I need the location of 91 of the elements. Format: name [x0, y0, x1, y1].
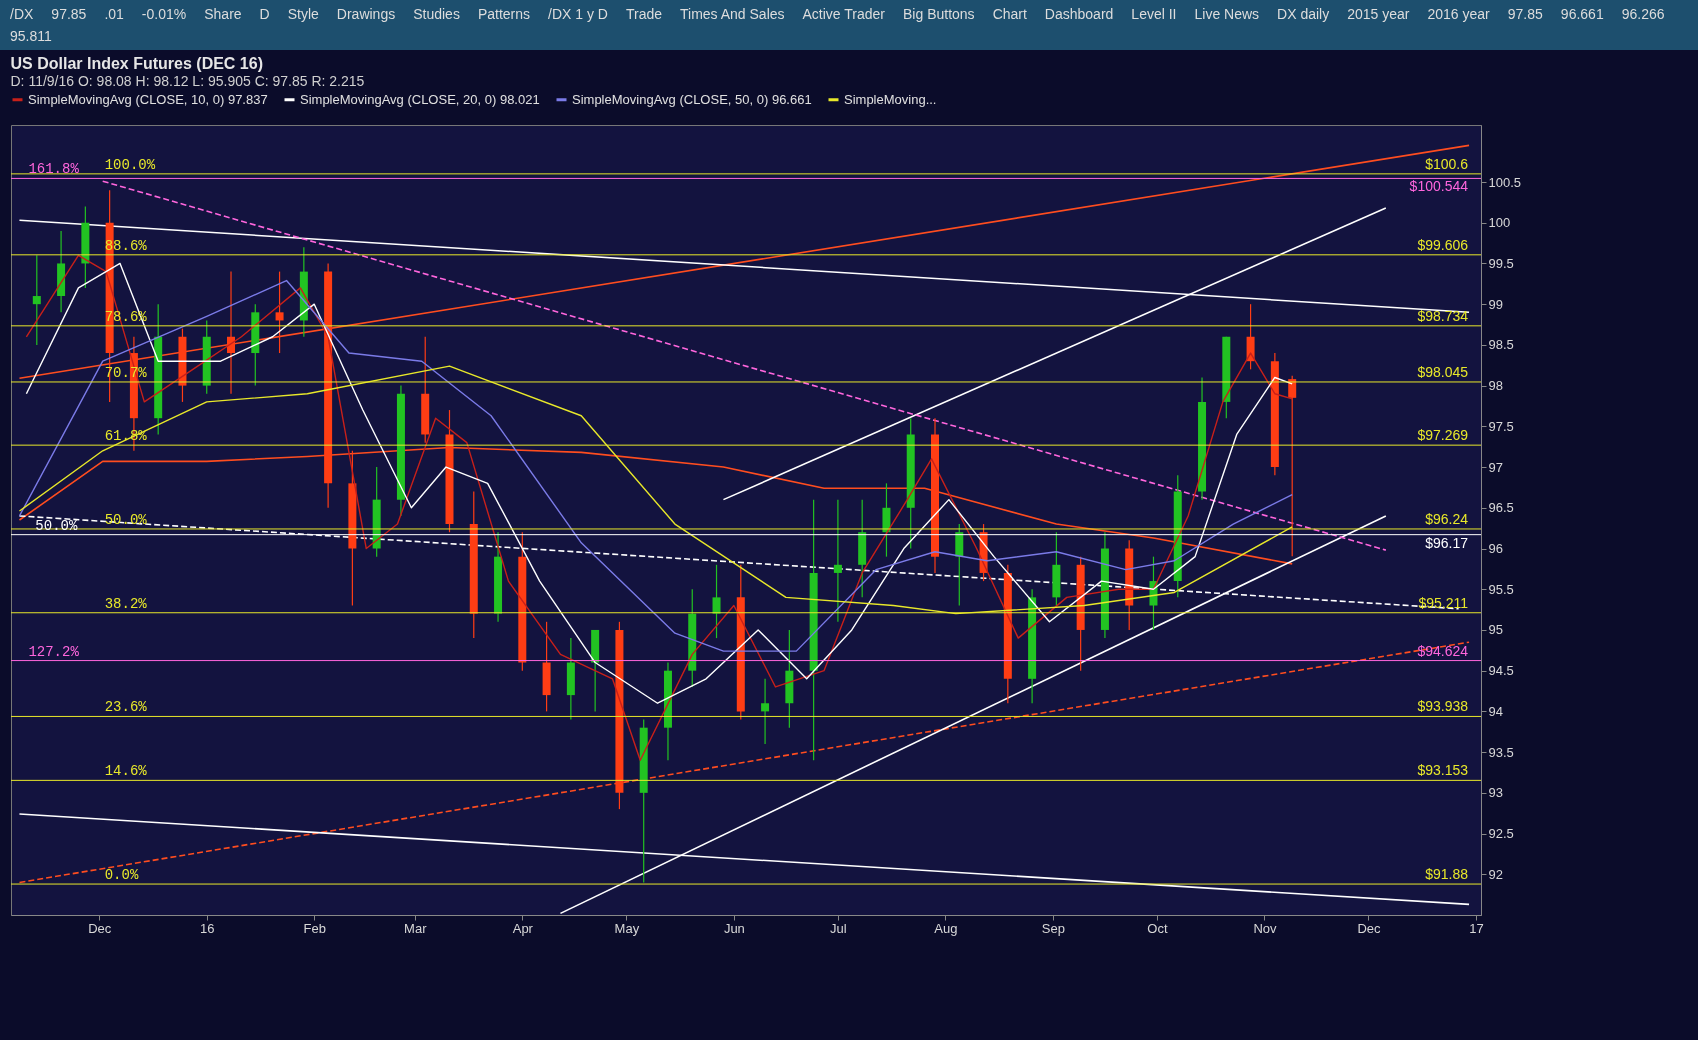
x-tick-label: Oct — [1147, 920, 1168, 936]
chart-subtitle: D: 11/9/16 O: 98.08 H: 98.12 L: 95.905 C: 97.85 R: 2.215 — [10, 73, 365, 89]
line-series — [18, 446, 1293, 565]
y-tick-label: 95 — [1488, 622, 1503, 638]
y-tick-label: 95.5 — [1488, 581, 1514, 597]
text: Drawings — [336, 6, 396, 22]
y-tick-label: 94 — [1488, 703, 1503, 719]
text: /DX — [10, 6, 34, 22]
annotation: 50.0% — [35, 517, 78, 534]
text: Trade — [625, 6, 662, 22]
text: 97.85 — [1507, 6, 1543, 22]
ref-line-label: $96.17 — [1425, 534, 1469, 551]
text: 95.811 — [10, 28, 52, 44]
text: 96.661 — [1560, 6, 1604, 22]
ref-line-label: $99.606 — [1417, 236, 1469, 253]
ref-line-label: $100.544 — [1409, 178, 1469, 195]
y-tick-label: 100 — [1488, 215, 1511, 231]
y-tick-label: 98 — [1488, 378, 1503, 394]
text: DX daily — [1277, 6, 1330, 22]
text: Live News — [1194, 6, 1260, 22]
y-tick-label: 99 — [1488, 296, 1503, 312]
x-tick-label: Sep — [1041, 920, 1065, 936]
x-tick-label: Apr — [512, 920, 534, 936]
x-tick-label: Jul — [830, 920, 847, 936]
candlestick — [761, 678, 770, 745]
text: Level II — [1131, 6, 1177, 22]
text: Patterns — [477, 6, 531, 22]
y-tick-label: 94.5 — [1488, 663, 1514, 679]
x-tick-label: 16 — [200, 920, 215, 936]
y-tick-label: 99.5 — [1488, 255, 1514, 271]
y-tick-label: 92 — [1488, 866, 1503, 882]
annotation: 161.8% — [28, 161, 80, 178]
candlestick — [32, 254, 41, 346]
text: Dashboard — [1044, 6, 1114, 22]
x-tick-label: Mar — [404, 920, 428, 936]
legend-label: SimpleMoving... — [844, 91, 937, 107]
annotation: 100.0% — [104, 156, 156, 173]
ref-line-label: $95.211 — [1418, 594, 1469, 611]
annotation: 0.0% — [104, 867, 139, 884]
chart-title: US Dollar Index Futures (DEC 16) — [10, 55, 263, 72]
text: Style — [287, 6, 319, 22]
text: /DX 1 y D — [548, 6, 608, 22]
text: 2016 year — [1427, 6, 1490, 22]
x-tick-label: Dec — [88, 920, 112, 936]
ref-line-label: $94.624 — [1417, 642, 1469, 659]
x-tick-label: May — [614, 920, 640, 936]
y-tick-label: 100.5 — [1488, 174, 1522, 190]
text: Studies — [413, 6, 460, 22]
text: 96.266 — [1621, 6, 1665, 22]
ref-line-label: $98.045 — [1417, 363, 1469, 380]
ref-line-label: $100.6 — [1425, 155, 1469, 172]
text: Big Buttons — [903, 6, 975, 22]
y-tick-label: 93 — [1488, 785, 1503, 801]
candlestick — [712, 564, 721, 639]
x-tick-label: Aug — [934, 920, 958, 936]
ref-line-label: $91.88 — [1425, 866, 1469, 883]
text: Active Trader — [802, 6, 886, 22]
y-tick-label: 98.5 — [1488, 337, 1514, 353]
ref-line-label: $93.938 — [1417, 698, 1469, 715]
text: 2015 year — [1347, 6, 1410, 22]
text: -0.01% — [141, 6, 187, 22]
y-tick-label: 97.5 — [1488, 418, 1514, 434]
ref-line-label: $98.734 — [1417, 307, 1469, 324]
candlestick — [833, 499, 842, 623]
ref-line-label: $93.153 — [1417, 762, 1469, 779]
x-tick-label: Nov — [1253, 920, 1278, 936]
text: D — [259, 6, 270, 22]
annotation: 38.2% — [104, 595, 148, 612]
x-tick-label: 17 — [1469, 920, 1484, 936]
annotation: 14.6% — [104, 763, 148, 780]
x-tick-label: Jun — [723, 920, 745, 936]
legend-label: SimpleMovingAvg (CLOSE, 10, 0) 97.837 — [28, 91, 268, 107]
candlestick — [275, 271, 284, 354]
text: Share — [204, 6, 242, 22]
y-tick-label: 93.5 — [1488, 744, 1514, 760]
text: Chart — [992, 6, 1027, 22]
y-tick-label: 96.5 — [1488, 500, 1514, 516]
y-tick-label: 96 — [1488, 541, 1503, 557]
y-tick-label: 92.5 — [1488, 826, 1514, 842]
x-tick-label: Dec — [1357, 920, 1382, 936]
text: 97.85 — [51, 6, 87, 22]
legend-label: SimpleMovingAvg (CLOSE, 20, 0) 98.021 — [300, 91, 540, 107]
ref-line-label: $97.269 — [1417, 427, 1469, 444]
text: .01 — [104, 6, 124, 22]
y-tick-label: 97 — [1488, 459, 1503, 475]
x-tick-label: Feb — [303, 920, 326, 936]
annotation: 23.6% — [104, 699, 148, 716]
annotation: 127.2% — [28, 643, 80, 660]
legend-label: SimpleMovingAvg (CLOSE, 50, 0) 96.661 — [572, 91, 812, 107]
text: Times And Sales — [680, 6, 785, 22]
ref-line-label: $96.24 — [1425, 510, 1469, 527]
